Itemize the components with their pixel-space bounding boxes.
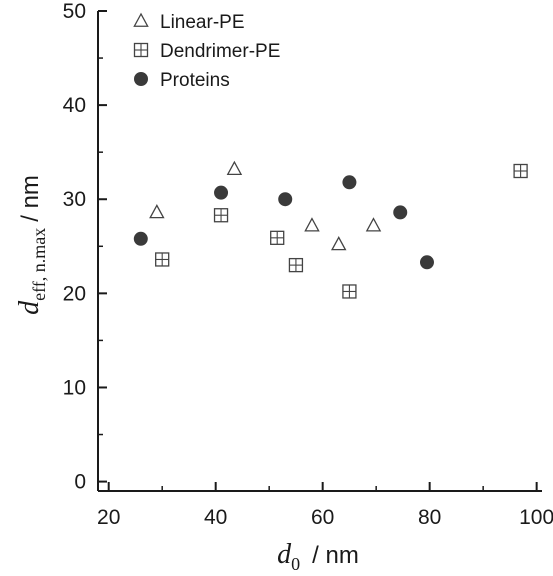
dendrimer-pe-point [288, 257, 304, 273]
circle-marker [393, 205, 408, 220]
dendrimer-pe-point [213, 208, 229, 223]
y-axis-label-unit: / nm [17, 175, 44, 222]
x-tick-label: 100 [519, 506, 553, 529]
linear-pe-point [149, 204, 165, 219]
dendrimer-pe-point [270, 230, 285, 245]
legend-item-dendrimer-pe: Dendrimer-PE [133, 41, 280, 62]
triangle-marker [149, 204, 165, 219]
circle-marker [214, 185, 229, 200]
y-tick-label: 20 [63, 282, 86, 305]
circle-marker [134, 72, 148, 86]
tick-marks [98, 10, 538, 491]
proteins-point [133, 231, 148, 246]
legend: Linear-PE Dendrimer-PE Proteins [133, 12, 280, 91]
y-axis-label: deff, n.max / nm [14, 175, 49, 315]
triangle-marker [133, 12, 149, 27]
x-axis-label-sub: 0 [291, 554, 300, 574]
x-tick-label: 80 [418, 506, 441, 529]
legend-label-linear-pe: Linear-PE [160, 12, 245, 33]
legend-marker-linear-pe [133, 12, 149, 27]
linear-pe-point [330, 236, 347, 251]
data-points [133, 160, 528, 299]
y-tick-label: 10 [63, 376, 86, 399]
y-tick-label: 50 [63, 0, 86, 23]
y-tick-label: 40 [63, 94, 86, 117]
legend-marker-proteins [134, 72, 148, 86]
legend-label-dendrimer-pe: Dendrimer-PE [160, 41, 280, 62]
proteins-point [393, 205, 408, 220]
legend-item-proteins: Proteins [134, 70, 230, 91]
legend-item-linear-pe: Linear-PE [133, 12, 245, 33]
x-tick-label: 60 [311, 506, 334, 529]
axes [97, 11, 542, 492]
linear-pe-point [365, 217, 382, 232]
y-axis-label-sub: eff, n.max [29, 228, 49, 301]
triangle-marker [226, 160, 243, 176]
x-axis-label: d0 / nm [277, 539, 359, 574]
x-axis-label-unit: / nm [312, 542, 359, 569]
x-tick-label: 40 [204, 506, 227, 529]
y-tick-label: 30 [63, 188, 86, 211]
circle-marker [419, 255, 434, 270]
triangle-marker [365, 217, 382, 232]
triangle-marker [304, 217, 320, 232]
dendrimer-pe-point [342, 284, 357, 299]
triangle-marker [330, 236, 347, 251]
dendrimer-pe-point [513, 163, 528, 179]
linear-pe-point [226, 160, 243, 176]
x-tick-labels: 20 40 60 80 100 [97, 506, 553, 529]
circle-marker [342, 175, 357, 190]
proteins-point [214, 185, 229, 200]
x-axis-label-main: d [277, 539, 292, 570]
y-tick-label: 0 [74, 471, 86, 494]
proteins-point [419, 255, 434, 270]
linear-pe-point [304, 217, 320, 232]
legend-label-proteins: Proteins [160, 70, 230, 91]
circle-marker [278, 192, 293, 207]
proteins-point [278, 192, 293, 207]
legend-marker-dendrimer-pe [133, 42, 149, 58]
y-tick-labels: 0 10 20 30 40 50 [63, 0, 86, 494]
proteins-point [342, 175, 357, 190]
y-axis-label-main: d [14, 300, 45, 315]
x-tick-label: 20 [97, 506, 120, 529]
circle-marker [133, 231, 148, 246]
dendrimer-pe-point [155, 252, 170, 267]
